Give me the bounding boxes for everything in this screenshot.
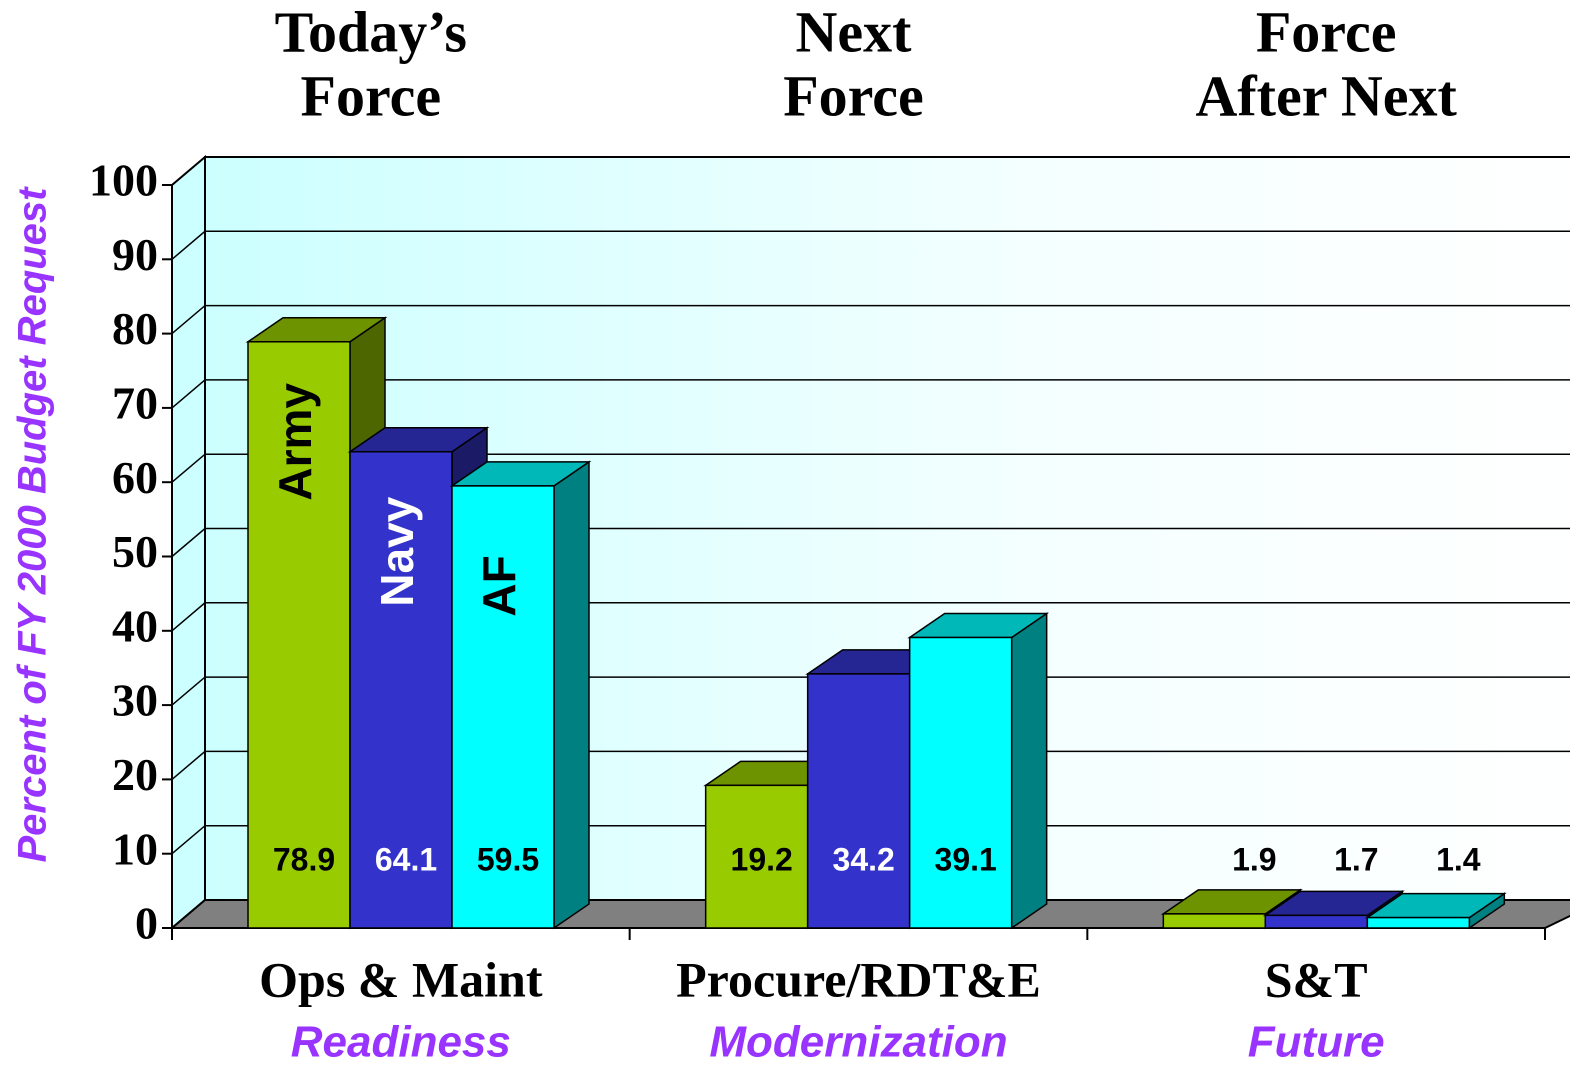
group-title: After Next bbox=[1195, 63, 1457, 128]
y-tick-label: 30 bbox=[112, 675, 158, 726]
value-label: 1.4 bbox=[1436, 841, 1481, 877]
bar bbox=[806, 673, 911, 929]
value-label: 39.1 bbox=[935, 841, 997, 877]
y-tick-label: 40 bbox=[112, 600, 158, 651]
bar bbox=[908, 636, 1013, 929]
grid-line bbox=[171, 824, 1570, 855]
grid-line bbox=[171, 379, 1570, 409]
value-label: 19.2 bbox=[731, 841, 793, 877]
series-label: AF bbox=[473, 555, 525, 616]
value-label: 1.9 bbox=[1232, 841, 1276, 877]
group-title: Next bbox=[796, 0, 913, 64]
group-title: Force bbox=[1256, 0, 1397, 64]
y-tick-label: 60 bbox=[112, 452, 158, 503]
grid-line bbox=[171, 230, 1570, 260]
series-label: Army bbox=[269, 383, 321, 501]
grid-line bbox=[171, 453, 1570, 483]
x-sublabel: Modernization bbox=[709, 1018, 1007, 1066]
bar-side bbox=[1010, 612, 1048, 930]
bar-side bbox=[553, 460, 590, 930]
group-title: Today’s bbox=[275, 0, 467, 64]
value-label: 64.1 bbox=[375, 841, 437, 877]
y-tick-label: 0 bbox=[135, 898, 158, 949]
grid-line bbox=[171, 750, 1570, 780]
x-sublabel: Future bbox=[1248, 1018, 1385, 1066]
y-tick-label: 80 bbox=[112, 303, 158, 354]
value-label: 59.5 bbox=[477, 841, 539, 877]
x-tick-label: Procure/RDT&E bbox=[676, 951, 1041, 1007]
bar bbox=[349, 450, 453, 929]
grid-line bbox=[171, 304, 1570, 335]
group-title: Force bbox=[783, 63, 924, 128]
x-sublabel: Readiness bbox=[291, 1018, 511, 1066]
group-title: Force bbox=[301, 63, 442, 128]
bar bbox=[451, 485, 555, 929]
bar bbox=[1366, 916, 1471, 929]
y-axis-label: Percent of FY 2000 Budget Request bbox=[11, 186, 55, 863]
grid-line bbox=[171, 602, 1570, 632]
bar bbox=[1162, 913, 1267, 929]
x-tick-label: S&T bbox=[1265, 951, 1368, 1007]
bar bbox=[1264, 914, 1369, 929]
value-label: 34.2 bbox=[833, 841, 895, 877]
y-tick-label: 100 bbox=[89, 155, 158, 206]
x-tick-label: Ops & Maint bbox=[259, 951, 543, 1007]
grid-line bbox=[171, 676, 1570, 706]
series-label: Navy bbox=[371, 496, 423, 606]
grid-line bbox=[171, 156, 1570, 186]
y-tick-label: 90 bbox=[112, 229, 158, 280]
y-tick-label: 10 bbox=[112, 823, 158, 874]
grid-line bbox=[171, 527, 1570, 558]
y-tick-label: 20 bbox=[112, 749, 158, 800]
bar bbox=[247, 341, 351, 929]
value-label: 78.9 bbox=[273, 841, 335, 877]
bar bbox=[704, 784, 809, 929]
y-tick-label: 70 bbox=[112, 377, 158, 428]
y-tick-label: 50 bbox=[112, 526, 158, 577]
value-label: 1.7 bbox=[1334, 841, 1378, 877]
